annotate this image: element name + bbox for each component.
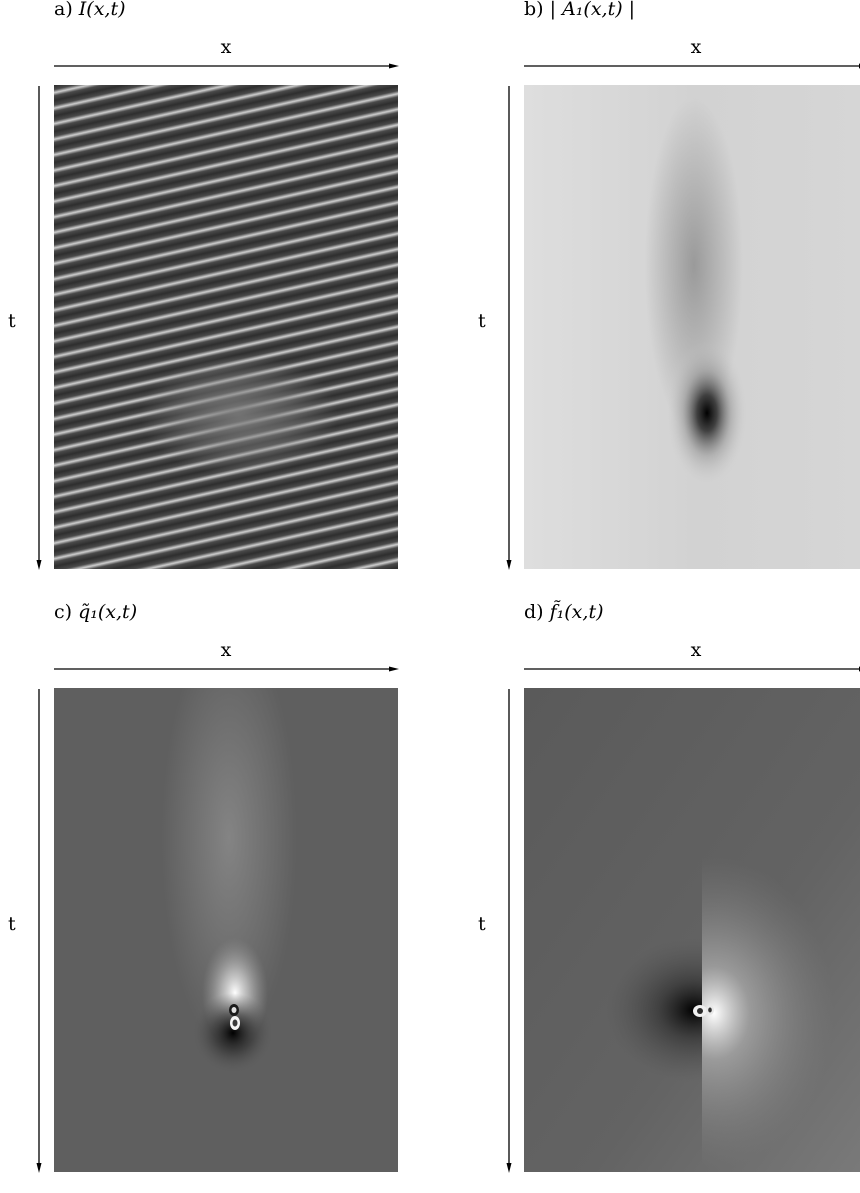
phase-q-field [54, 688, 398, 1172]
panel-c-t-axis-arrow [36, 689, 42, 1173]
panel-d-x-label: x [690, 639, 702, 661]
panel-b-letter: b) [524, 0, 544, 20]
panel-c-title: c) q̃₁(x,t) [54, 601, 137, 623]
panel-c: c) q̃₁(x,t) x t [0, 601, 430, 1193]
panel-a-x-label: x [220, 36, 232, 58]
panel-c-x-label: x [220, 639, 232, 661]
panel-a-letter: a) [54, 0, 73, 20]
phase-f-field [524, 688, 860, 1172]
panel-c-t-label: t [8, 913, 16, 935]
panel-c-formula: q̃₁(x,t) [78, 601, 138, 623]
panel-b-t-label: t [478, 310, 486, 332]
intensity-field [54, 85, 398, 569]
panel-a-t-axis-arrow [36, 86, 42, 570]
panel-d: d) f̃₁(x,t) x t [470, 601, 860, 1193]
panel-b-formula: | A₁(x,t) | [549, 0, 636, 20]
panel-a-t-label: t [8, 310, 16, 332]
amplitude-field [524, 85, 860, 569]
panel-a-formula: I(x,t) [78, 0, 126, 20]
panel-d-letter: d) [524, 601, 544, 623]
panel-d-t-label: t [478, 913, 486, 935]
panel-b-x-label: x [690, 36, 702, 58]
panel-d-t-axis-arrow [506, 689, 512, 1173]
panel-b-title: b) | A₁(x,t) | [524, 0, 635, 20]
panel-d-formula: f̃₁(x,t) [549, 601, 604, 623]
panel-a: a) I(x,t) x t [0, 0, 430, 590]
panel-a-title: a) I(x,t) [54, 0, 126, 20]
panel-d-title: d) f̃₁(x,t) [524, 601, 604, 623]
panel-b-t-axis-arrow [506, 86, 512, 570]
panel-c-x-axis-arrow [54, 666, 399, 672]
panel-d-x-axis-arrow [524, 666, 860, 672]
panel-a-x-axis-arrow [54, 63, 399, 69]
panel-c-letter: c) [54, 601, 73, 623]
panel-b: b) | A₁(x,t) | x t [470, 0, 860, 590]
panel-b-x-axis-arrow [524, 63, 860, 69]
